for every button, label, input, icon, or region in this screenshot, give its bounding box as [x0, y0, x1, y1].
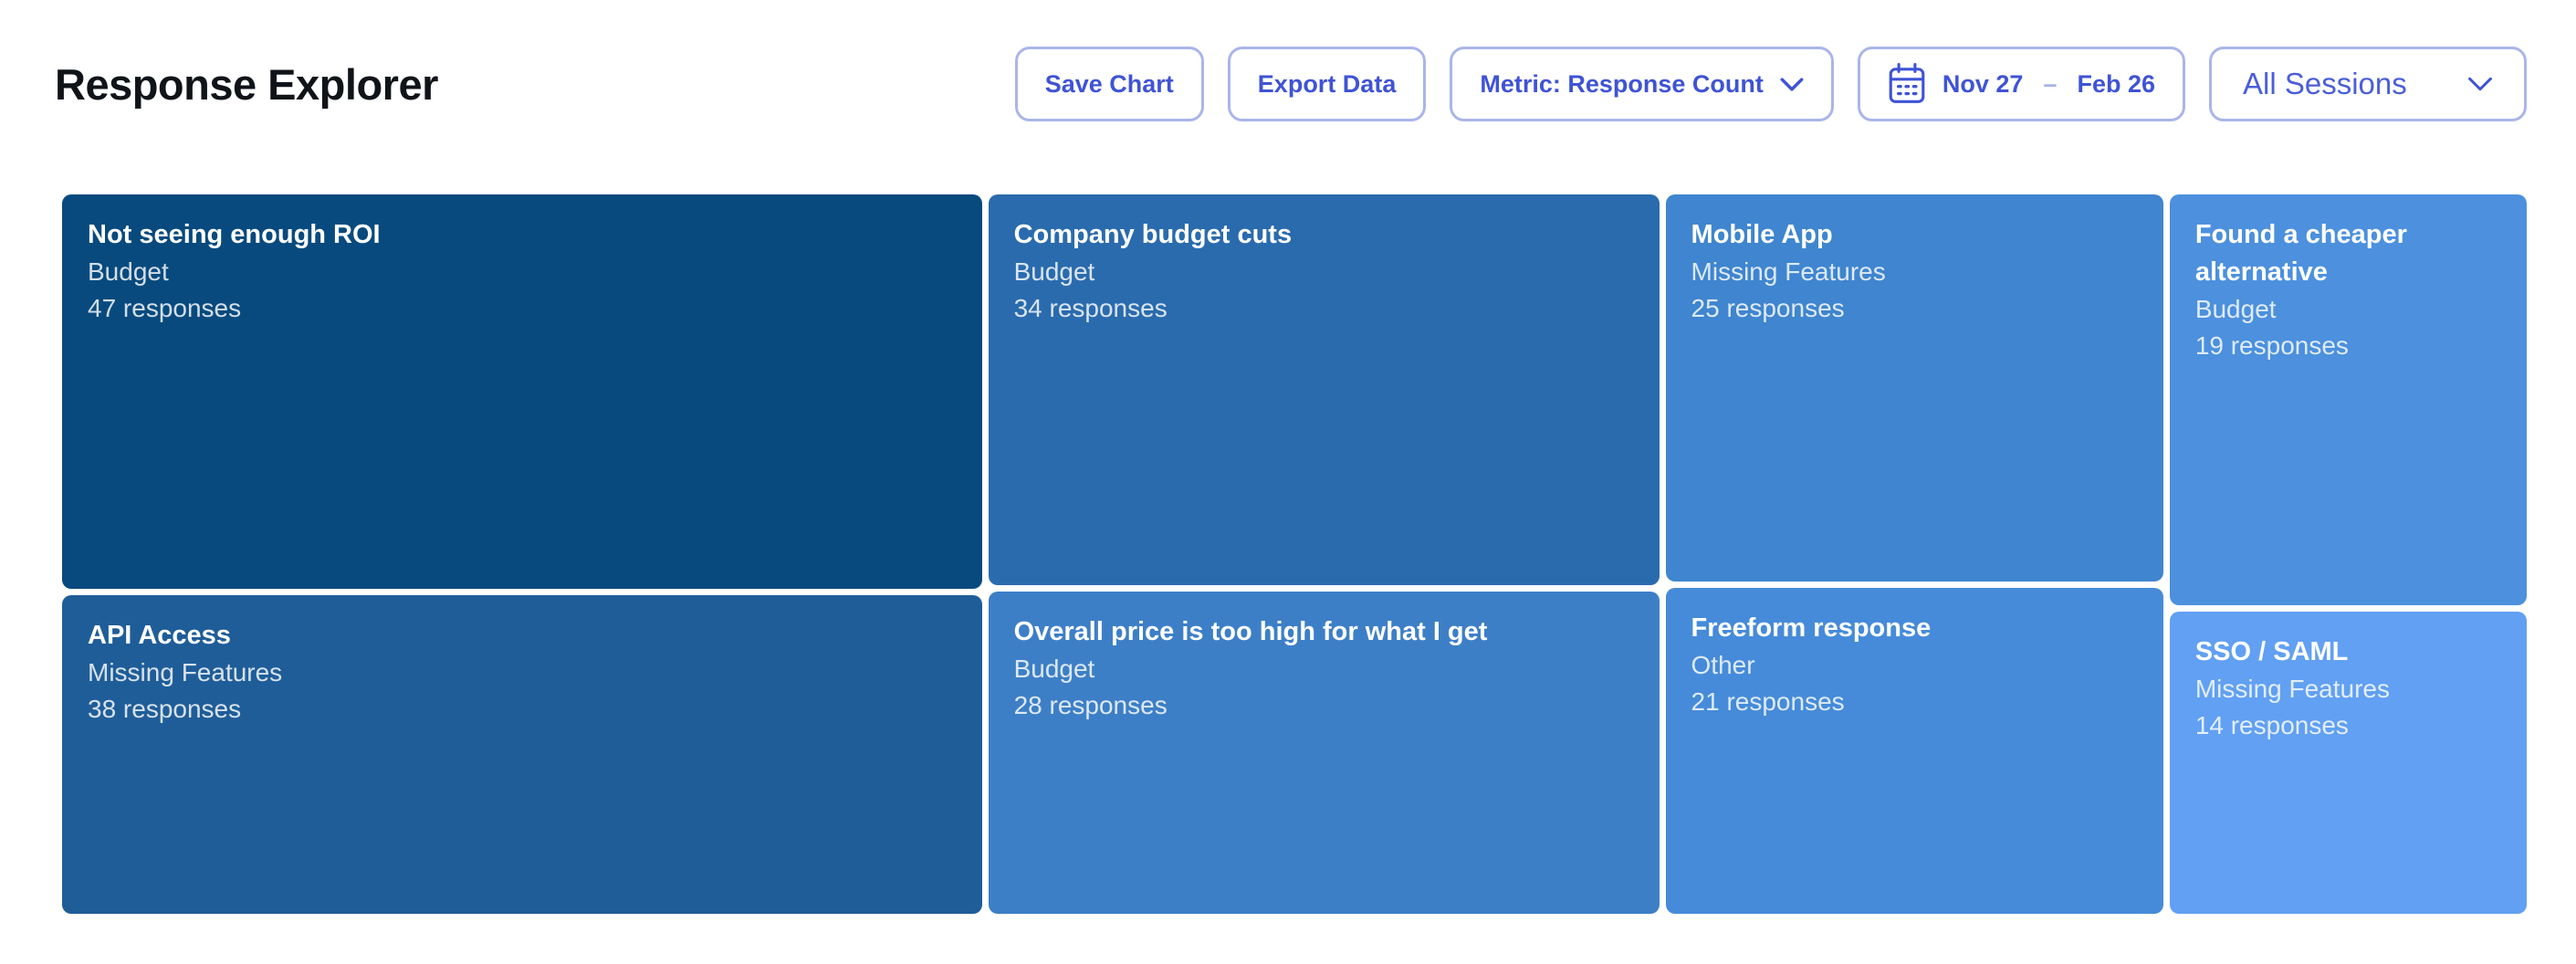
treemap-tile[interactable]: Not seeing enough ROI Budget 47 responses: [62, 194, 982, 589]
tile-category: Budget: [2194, 295, 2277, 323]
header: Response Explorer Save Chart Export Data…: [55, 46, 2527, 122]
date-range-end: Feb 26: [2077, 69, 2155, 98]
metric-dropdown[interactable]: Metric: Response Count: [1450, 47, 1834, 121]
save-chart-button[interactable]: Save Chart: [1014, 47, 1204, 121]
tile-title: Not seeing enough ROI: [88, 220, 381, 249]
page-title: Response Explorer: [55, 59, 438, 109]
tile-title: Found a cheaper alternative: [2194, 220, 2407, 287]
tile-count: 28 responses: [1013, 691, 1168, 720]
tile-count: 34 responses: [1013, 294, 1168, 322]
date-range-start: Nov 27: [1942, 69, 2024, 98]
tile-title: Freeform response: [1691, 613, 1932, 644]
treemap-tile[interactable]: Overall price is too high for what I get…: [988, 592, 1660, 914]
tile-category: Budget: [1013, 257, 1095, 286]
tile-category: Budget: [88, 257, 169, 286]
tile-title: Overall price is too high for what I get: [1013, 617, 1488, 647]
tile-category: Missing Features: [2194, 674, 2390, 703]
date-range-button[interactable]: Nov 27 – Feb 26: [1857, 47, 2185, 121]
tile-title: SSO / SAML: [2194, 636, 2349, 666]
date-range-separator: –: [2043, 69, 2058, 98]
treemap-tile[interactable]: Mobile App Missing Features 25 responses: [1665, 194, 2163, 582]
tile-category: Budget: [1013, 655, 1095, 684]
treemap-tile[interactable]: Found a cheaper alternative Budget 19 resp…: [2169, 194, 2527, 605]
treemap: Not seeing enough ROI Budget 47 responses A…: [62, 194, 2527, 914]
sessions-label: All Sessions: [2243, 67, 2407, 100]
chevron-down-icon: [2468, 77, 2492, 91]
treemap-tile[interactable]: SSO / SAML Missing Features 14 responses: [2169, 611, 2527, 914]
tile-title: Mobile App: [1691, 220, 1833, 249]
tile-count: 38 responses: [88, 694, 242, 723]
metric-label: Metric: Response Count: [1480, 69, 1764, 98]
tile-title: API Access: [88, 620, 231, 650]
export-data-label: Export Data: [1257, 69, 1397, 98]
treemap-tile[interactable]: Company budget cuts Budget 34 responses: [988, 194, 1660, 586]
sessions-dropdown[interactable]: All Sessions: [2209, 47, 2527, 121]
save-chart-label: Save Chart: [1044, 69, 1174, 98]
chevron-down-icon: [1780, 77, 1804, 91]
tile-count: 21 responses: [1691, 687, 1845, 717]
tile-title: Company budget cuts: [1013, 220, 1293, 249]
export-data-button[interactable]: Export Data: [1227, 47, 1427, 121]
tile-category: Missing Features: [1691, 257, 1886, 286]
calendar-icon: [1889, 63, 1925, 103]
treemap-tile[interactable]: API Access Missing Features 38 responses: [62, 594, 982, 914]
tile-category: Other: [1691, 651, 1755, 680]
treemap-tile[interactable]: Freeform response Other 21 responses: [1665, 588, 2163, 914]
tile-count: 47 responses: [88, 294, 242, 322]
tile-count: 19 responses: [2194, 331, 2349, 360]
tile-category: Missing Features: [88, 657, 283, 686]
tile-count: 14 responses: [2194, 710, 2349, 739]
toolbar: Save Chart Export Data Metric: Response …: [1014, 47, 2527, 121]
tile-count: 25 responses: [1691, 294, 1845, 322]
